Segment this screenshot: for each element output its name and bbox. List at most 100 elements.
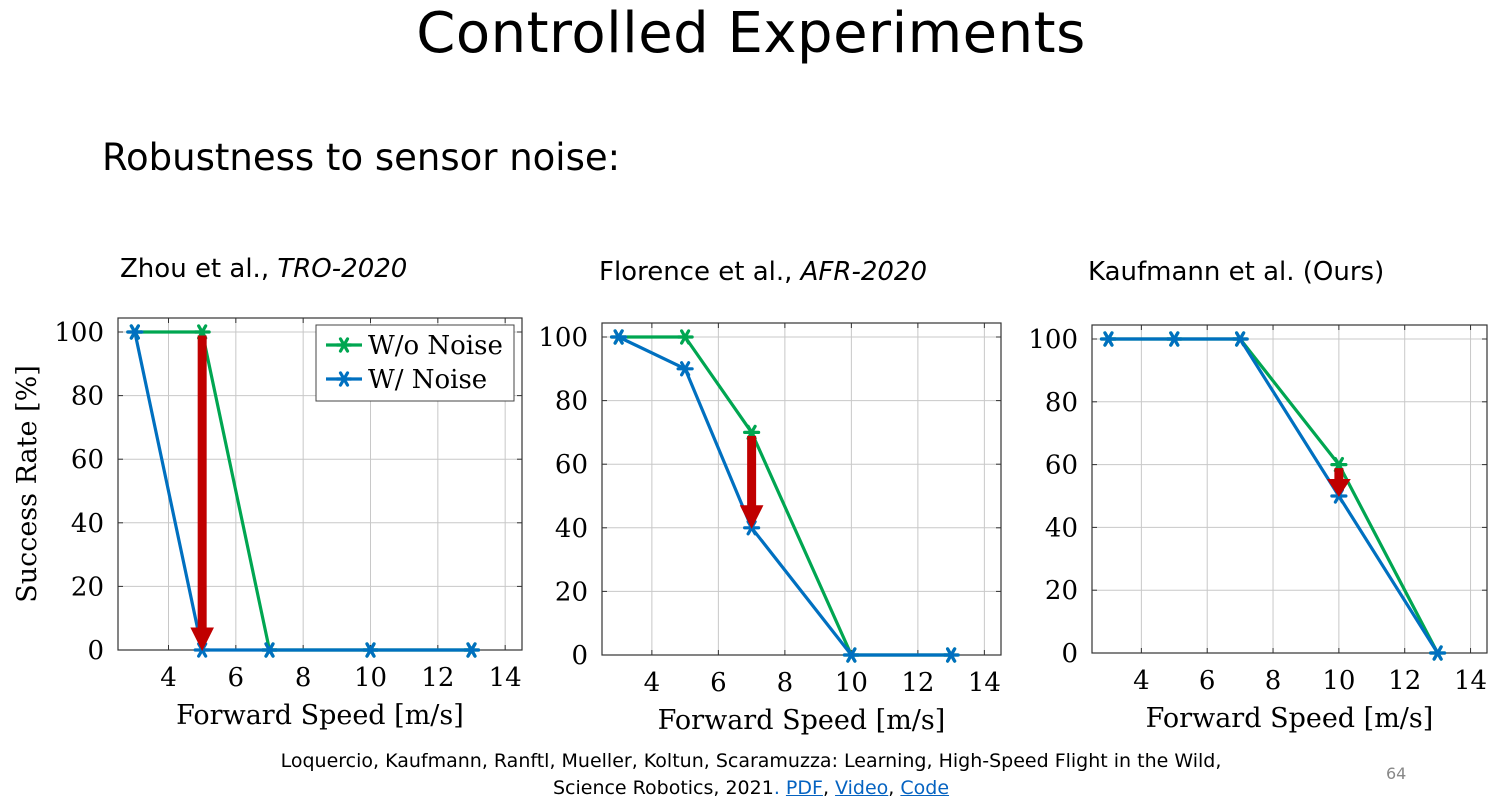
chart-title-kaufmann: Kaufmann et al. (Ours) <box>1088 256 1384 288</box>
legend-entry-w-noise: W/ Noise <box>368 365 487 395</box>
legend-marker <box>335 337 353 353</box>
data-point-w-noise <box>610 329 628 345</box>
y-tick-label: 80 <box>71 382 104 412</box>
chart-title-florence: Florence et al., AFR-2020 <box>599 256 927 288</box>
x-tick-label: 10 <box>354 663 387 693</box>
marker-stroke <box>338 371 350 387</box>
data-point-w-noise <box>676 361 694 377</box>
code-link[interactable]: Code <box>900 777 950 799</box>
y-tick-label: 20 <box>555 577 588 607</box>
data-point-w-noise <box>942 647 960 663</box>
y-tick-label: 100 <box>54 318 104 348</box>
chart-3: 4 6 8 10 12 14 0 20 40 60 80 100 Forward Speed [m/s] <box>1028 324 1488 734</box>
x-tick-label: 8 <box>1265 666 1282 696</box>
citation-journal: Science Robotics, 2021 <box>552 777 774 799</box>
slide-subtitle: Robustness to sensor noise: <box>102 136 621 179</box>
legend-marker <box>335 371 353 387</box>
x-tick-label: 6 <box>228 663 245 693</box>
video-link[interactable]: Video <box>835 777 889 799</box>
marker-stroke <box>1103 331 1114 347</box>
citation-separator: , <box>888 777 895 799</box>
citation-dot: . <box>773 777 780 799</box>
drop-arrow <box>739 435 764 529</box>
data-point-w-noise <box>462 642 481 658</box>
data-point-w-noise <box>126 324 144 340</box>
y-tick-label: 60 <box>555 450 588 480</box>
data-point-w-noise <box>1231 331 1249 347</box>
y-tick-label: 0 <box>571 641 588 671</box>
page-number: 64 <box>1386 764 1407 783</box>
marker-stroke <box>680 329 691 345</box>
chart-title-author: Florence et al., <box>599 257 801 287</box>
x-tick-label: 12 <box>901 668 934 698</box>
x-tick-label: 6 <box>1199 666 1216 696</box>
marker-stroke <box>264 642 275 658</box>
chart-title-author: Kaufmann et al. (Ours) <box>1088 257 1385 287</box>
data-point-w-noise <box>1429 645 1447 661</box>
marker-stroke <box>1432 645 1443 661</box>
citation: Loquercio, Kaufmann, Ranftl, Mueller, Ko… <box>0 748 1502 802</box>
pdf-link[interactable]: PDF <box>785 777 823 799</box>
x-tick-label: 8 <box>295 663 312 693</box>
x-tick-label: 10 <box>1322 666 1355 696</box>
citation-line-2: Science Robotics, 2021. PDF, Video, Code <box>0 775 1502 802</box>
marker-stroke <box>680 361 691 377</box>
x-tick-label: 4 <box>160 663 177 693</box>
x-tick-label: 14 <box>968 668 1001 698</box>
x-tick-label: 14 <box>489 663 522 693</box>
y-tick-label: 40 <box>1045 513 1078 543</box>
marker-stroke <box>1235 331 1246 347</box>
citation-line-1: Loquercio, Kaufmann, Ranftl, Mueller, Ko… <box>280 750 1222 772</box>
marker-stroke <box>1169 331 1180 347</box>
legend-box <box>315 324 515 402</box>
marker-stroke <box>613 329 624 345</box>
legend-entry-wo-noise: W/o Noise <box>368 331 503 361</box>
plot-frame <box>1091 324 1488 654</box>
y-tick-label: 60 <box>71 445 104 475</box>
data-point-w-noise <box>361 642 380 658</box>
citation-separator: , <box>822 777 829 799</box>
y-tick-label: 40 <box>555 514 588 544</box>
chart-title-author: Zhou et al., <box>120 254 278 284</box>
y-tick-label: 80 <box>1045 388 1078 418</box>
x-tick-label: 4 <box>1133 666 1150 696</box>
y-tick-label: 20 <box>71 572 104 602</box>
x-tick-label: 8 <box>777 668 794 698</box>
x-tick-label: 12 <box>1388 666 1421 696</box>
y-tick-label: 0 <box>87 636 104 666</box>
y-axis-label: Success Rate [%] <box>12 365 43 603</box>
drop-arrow <box>190 335 214 652</box>
chart-title-venue: TRO-2020 <box>277 254 408 284</box>
y-tick-label: 0 <box>1061 639 1078 669</box>
y-tick-label: 40 <box>71 509 104 539</box>
y-tick-label: 100 <box>538 323 588 353</box>
x-axis-label: Forward Speed [m/s] <box>658 705 946 736</box>
plot-frame <box>601 322 1002 656</box>
data-point-wo-noise <box>676 329 694 345</box>
x-tick-label: 14 <box>1454 666 1487 696</box>
marker-stroke <box>365 642 376 658</box>
drop-arrow <box>1326 468 1351 497</box>
x-tick-label: 6 <box>710 668 727 698</box>
marker-stroke <box>946 647 957 663</box>
x-axis-label: Forward Speed [m/s] <box>176 700 464 731</box>
chart-title-venue: AFR-2020 <box>800 257 927 287</box>
chart-1: 4 6 8 10 12 14 0 20 40 60 80 100 Forward Speed [m/s]… <box>12 317 523 731</box>
x-axis-label: Forward Speed [m/s] <box>1146 703 1434 734</box>
chart-2: 4 6 8 10 12 14 0 20 40 60 80 100 Forward Speed [m/s] <box>538 322 1002 736</box>
y-tick-label: 60 <box>1045 451 1078 481</box>
x-tick-label: 10 <box>835 668 868 698</box>
y-tick-label: 100 <box>1028 325 1078 355</box>
legend: W/o Noise W/ Noise <box>315 324 515 402</box>
y-tick-label: 80 <box>555 387 588 417</box>
slide-title: Controlled Experiments <box>416 1 1086 66</box>
x-tick-label: 4 <box>644 668 661 698</box>
marker-stroke <box>846 647 857 663</box>
marker-stroke <box>129 324 140 340</box>
marker-stroke <box>338 337 350 353</box>
x-tick-label: 12 <box>421 663 454 693</box>
data-point-w-noise <box>842 647 860 663</box>
marker-stroke <box>466 642 477 658</box>
data-point-w-noise <box>260 642 279 658</box>
